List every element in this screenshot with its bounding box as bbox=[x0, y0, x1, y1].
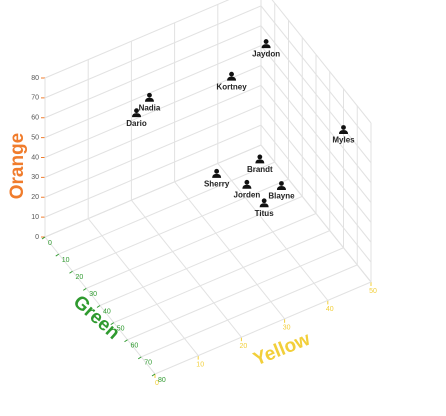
person-body bbox=[276, 185, 286, 190]
grid-line bbox=[86, 195, 303, 289]
z-tick-label: 60 bbox=[131, 343, 139, 350]
grid-line bbox=[44, 45, 262, 139]
grid-line bbox=[44, 84, 262, 178]
data-point bbox=[132, 108, 142, 118]
z-tick bbox=[151, 373, 156, 377]
z-tick bbox=[96, 305, 101, 308]
x-tick-label: 0 bbox=[155, 380, 159, 387]
grid-line bbox=[44, 25, 262, 119]
person-head bbox=[257, 154, 263, 160]
point-label: Jorden bbox=[234, 190, 261, 199]
person-head bbox=[134, 108, 139, 114]
z-tick-label: 30 bbox=[89, 291, 97, 298]
point-label: Dario bbox=[126, 119, 147, 128]
person-body bbox=[132, 113, 142, 118]
z-tick bbox=[110, 322, 115, 326]
y-tick-label: 40 bbox=[31, 154, 39, 161]
person-body bbox=[255, 159, 265, 164]
point-label: Myles bbox=[332, 136, 355, 145]
person-head bbox=[263, 39, 269, 44]
data-point bbox=[276, 181, 286, 190]
data-point bbox=[261, 39, 271, 49]
point-label: Kortney bbox=[216, 82, 247, 91]
point-label: Brandt bbox=[247, 165, 273, 174]
z-tick-label: 70 bbox=[144, 360, 152, 367]
point-label: Nadia bbox=[139, 103, 161, 112]
grid-line bbox=[44, 124, 262, 218]
person-head bbox=[244, 179, 250, 185]
grid-line bbox=[113, 230, 330, 324]
grid-line bbox=[127, 247, 344, 341]
grid-line bbox=[141, 264, 358, 358]
person-head bbox=[214, 168, 220, 174]
y-tick-label: 50 bbox=[31, 134, 39, 141]
data-point bbox=[259, 198, 269, 208]
grid-line bbox=[44, 144, 262, 238]
z-tick-label: 0 bbox=[48, 240, 52, 247]
z-tick bbox=[137, 356, 142, 360]
z-tick-label: 50 bbox=[117, 325, 125, 332]
person-head bbox=[229, 71, 234, 77]
x-axis-title: Yellow bbox=[250, 329, 313, 371]
z-tick-label: 40 bbox=[103, 308, 111, 315]
grid-line bbox=[44, 104, 262, 198]
person-head bbox=[341, 125, 346, 130]
x-tick-label: 20 bbox=[240, 343, 248, 350]
z-tick bbox=[82, 287, 87, 291]
person-body bbox=[144, 97, 154, 102]
z-tick-label: 80 bbox=[158, 377, 166, 384]
grid-line bbox=[58, 161, 275, 255]
point-label: Titus bbox=[255, 209, 275, 218]
grid-line bbox=[44, 65, 262, 158]
z-tick-label: 20 bbox=[76, 274, 84, 281]
y-tick-label: 10 bbox=[31, 214, 39, 221]
grid-line bbox=[44, 5, 262, 99]
x-tick-label: 50 bbox=[369, 288, 377, 295]
point-label: Jaydon bbox=[252, 50, 280, 59]
grid-line bbox=[99, 213, 317, 306]
person-body bbox=[339, 129, 348, 134]
person-head bbox=[279, 181, 284, 186]
grid-line bbox=[72, 178, 289, 272]
y-tick-label: 30 bbox=[31, 174, 39, 181]
z-tick bbox=[124, 339, 128, 343]
data-point bbox=[255, 154, 265, 164]
x-tick-label: 40 bbox=[326, 306, 334, 313]
z-tick bbox=[41, 236, 46, 240]
person-body bbox=[242, 184, 252, 189]
z-tick bbox=[55, 253, 60, 257]
data-point bbox=[227, 71, 237, 81]
x-tick-label: 10 bbox=[196, 361, 204, 368]
point-label: Sherry bbox=[204, 179, 230, 188]
person-body bbox=[261, 44, 271, 49]
data-point bbox=[339, 125, 348, 134]
grid-line bbox=[44, 0, 230, 79]
y-axis-title: Orange bbox=[7, 133, 28, 200]
person-body bbox=[212, 173, 222, 178]
point-label: Blayne bbox=[268, 192, 295, 201]
z-tick bbox=[69, 270, 73, 274]
y-tick-label: 60 bbox=[31, 115, 39, 122]
person-head bbox=[147, 92, 152, 98]
person-body bbox=[259, 203, 269, 208]
person-head bbox=[261, 198, 267, 204]
y-tick-label: 80 bbox=[31, 75, 39, 82]
y-tick-label: 20 bbox=[31, 194, 39, 201]
z-tick-label: 10 bbox=[62, 257, 70, 264]
data-point bbox=[242, 179, 252, 189]
data-point bbox=[144, 92, 154, 102]
y-tick-label: 70 bbox=[31, 95, 39, 102]
data-point bbox=[212, 168, 222, 178]
person-body bbox=[227, 76, 237, 81]
grid-line bbox=[154, 281, 372, 375]
x-tick-label: 30 bbox=[283, 325, 291, 332]
y-tick-label: 0 bbox=[35, 234, 39, 241]
